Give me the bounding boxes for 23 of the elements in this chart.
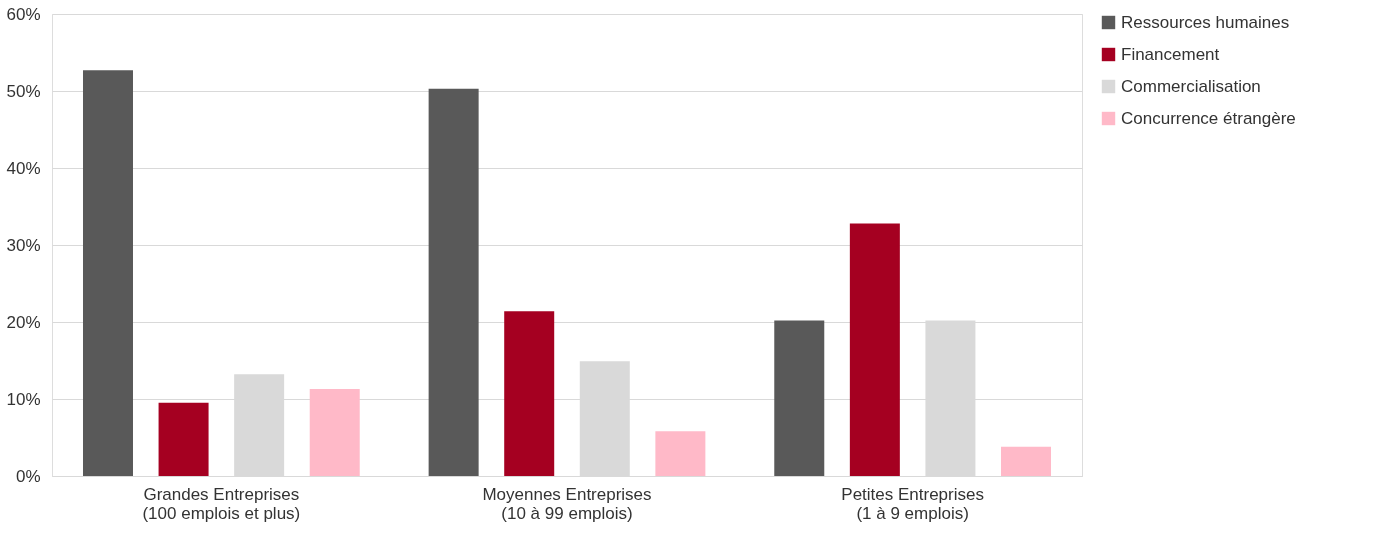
bar xyxy=(428,88,479,476)
y-tick-label: 10% xyxy=(6,389,41,409)
x-tick-label: Petites Entreprises (1 à 9 emplois) xyxy=(841,484,984,523)
y-tick-label: 40% xyxy=(6,158,41,178)
bar xyxy=(158,402,209,476)
y-tick-label: 0% xyxy=(15,466,41,486)
legend-label: Financement xyxy=(1121,44,1220,64)
bar xyxy=(1001,446,1052,476)
legend-label: Concurrence étrangère xyxy=(1121,108,1296,128)
bar xyxy=(849,223,900,476)
bar xyxy=(655,431,706,476)
bar xyxy=(504,311,555,476)
bar xyxy=(309,388,360,476)
y-tick-label: 20% xyxy=(6,312,41,332)
legend-label: Ressources humaines xyxy=(1121,12,1290,32)
x-tick-label: Moyennes Entreprises (10 à 99 emplois) xyxy=(482,484,652,523)
y-tick-label: 50% xyxy=(6,81,41,101)
bar xyxy=(774,320,825,476)
y-tick-label: 30% xyxy=(6,235,41,255)
x-tick-label: Grandes Entreprises (100 emplois et plus) xyxy=(142,484,301,523)
bar xyxy=(82,70,133,476)
y-tick-label: 60% xyxy=(6,4,41,24)
legend-label: Commercialisation xyxy=(1121,76,1261,96)
